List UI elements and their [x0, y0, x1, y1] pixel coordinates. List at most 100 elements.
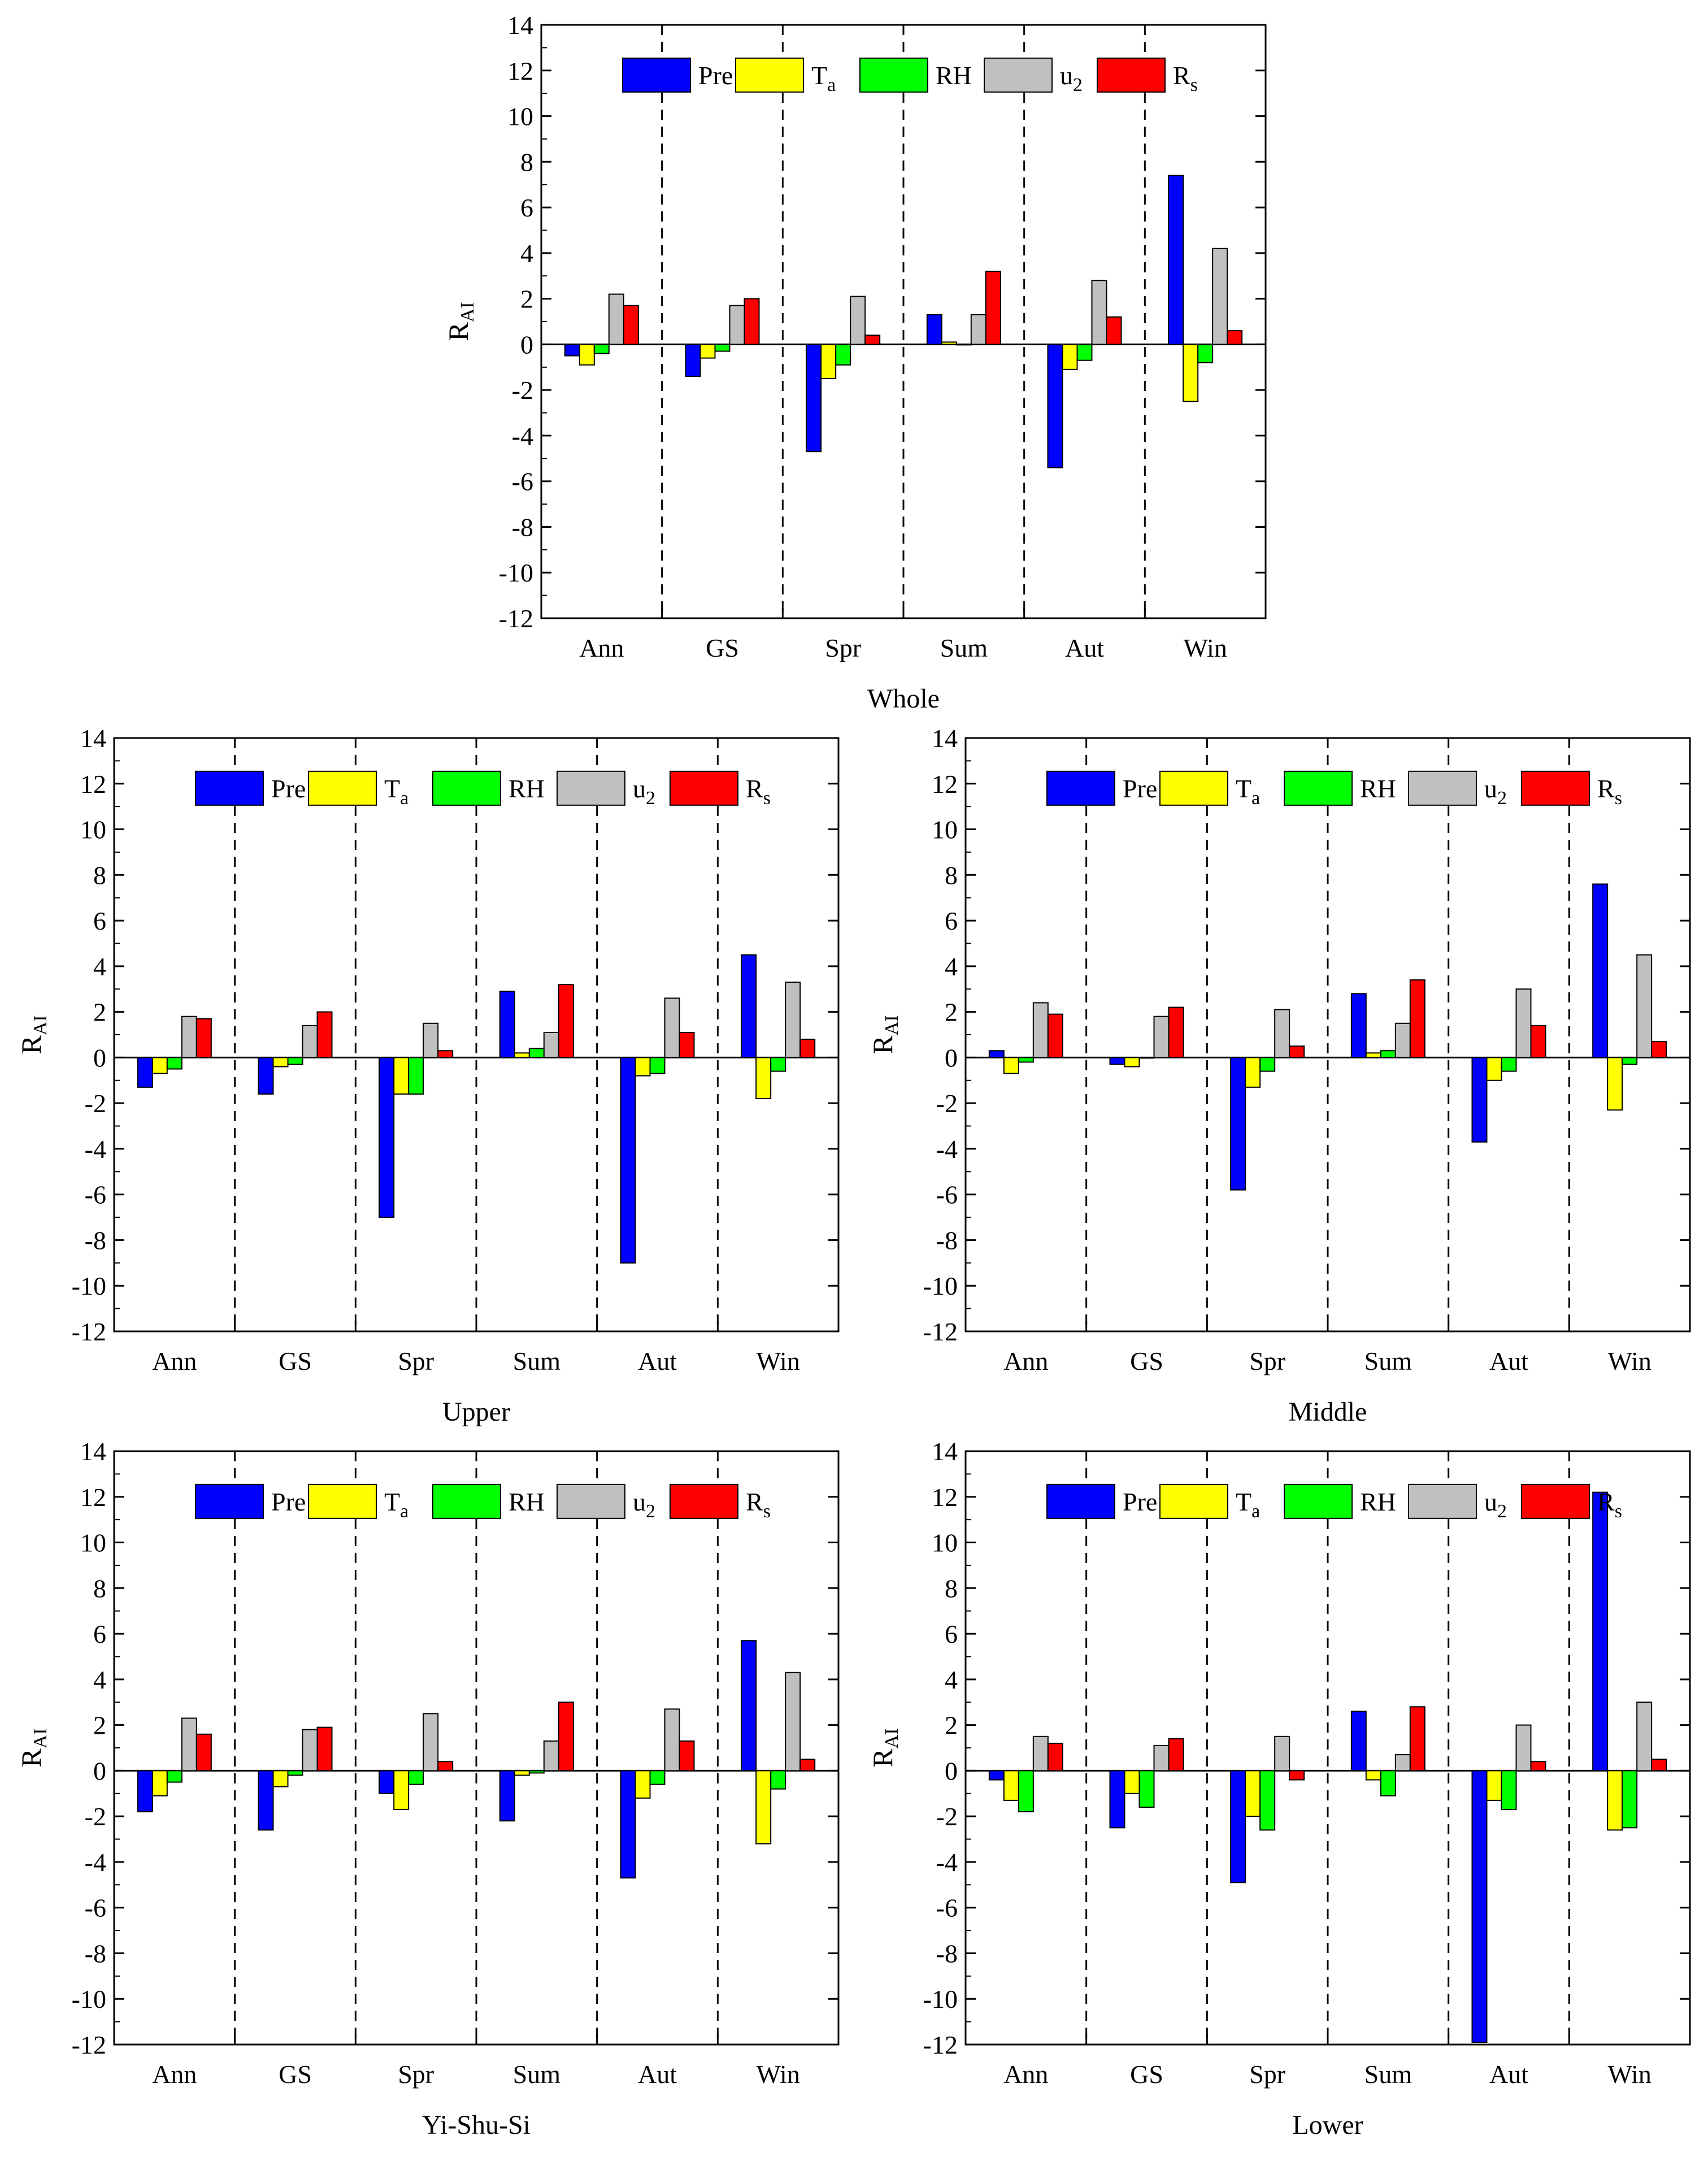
bar-u2-Spr: [423, 1022, 439, 1058]
bar-Rs-GS: [316, 1011, 333, 1058]
legend-label-Pre: Pre: [698, 61, 733, 90]
bar-Rs-Spr: [437, 1761, 454, 1772]
y-tick-label: 0: [945, 1043, 958, 1072]
bar-Rs-Sum: [985, 271, 1001, 345]
y-tick-label: -4: [85, 1848, 106, 1877]
bar-Pre-Sum: [499, 991, 515, 1058]
bar-Ta-Spr: [1245, 1770, 1261, 1817]
y-tick-label: -6: [936, 1894, 958, 1922]
bar-Rs-Spr: [1289, 1770, 1305, 1781]
legend-swatch-u2: [1408, 1483, 1477, 1519]
legend-label-main: u: [1484, 774, 1497, 803]
bar-u2-Sum: [970, 314, 986, 345]
y-tick-label: 6: [945, 1620, 958, 1648]
bar-RH-Spr: [408, 1770, 424, 1785]
y-tick-label: 14: [507, 11, 533, 40]
bar-RH-Sum: [528, 1770, 545, 1774]
category-label-Aut: Aut: [1489, 2060, 1528, 2089]
bar-Rs-Aut: [679, 1740, 695, 1772]
legend-label-sub: 2: [1073, 75, 1083, 96]
legend-label-main: T: [384, 1487, 400, 1516]
legend-swatch-Ta: [735, 57, 804, 93]
y-tick-label: -4: [85, 1135, 106, 1164]
bar-Pre-Win: [1592, 883, 1609, 1058]
y-axis-label-sub: AI: [30, 1015, 51, 1035]
y-tick-label: -6: [85, 1181, 106, 1209]
legend-label-main: RH: [509, 774, 545, 803]
y-tick-label: 8: [945, 861, 958, 889]
bar-Pre-Spr: [1230, 1770, 1246, 1883]
y-tick-label: 10: [80, 815, 106, 844]
bar-u2-Spr: [423, 1713, 439, 1772]
legend-swatch-RH: [1284, 1483, 1353, 1519]
legend-label-sub: s: [763, 788, 771, 809]
category-label-Win: Win: [1183, 633, 1227, 662]
y-tick-label: -2: [512, 376, 533, 405]
y-tick-label: -12: [923, 1317, 958, 1346]
legend-label-Ta: Ta: [1236, 774, 1260, 809]
legend: Pre Ta RH u2 Rs: [195, 1483, 771, 1522]
y-tick-label: -8: [85, 1226, 106, 1255]
legend: Pre Ta RH u2 Rs: [1046, 1483, 1622, 1522]
legend-swatch-Pre: [195, 1483, 264, 1519]
bar-RH-Ann: [166, 1057, 182, 1070]
legend-label-main: RH: [936, 61, 972, 90]
legend-swatch-Rs: [1097, 57, 1166, 93]
legend-label-main: T: [384, 774, 400, 803]
y-tick-label: -10: [923, 1271, 958, 1300]
legend-label-u2: u2: [1060, 61, 1083, 96]
bar-Rs-Ann: [1047, 1742, 1063, 1772]
bar-u2-Spr: [1274, 1009, 1290, 1058]
bar-Ta-Ann: [151, 1770, 168, 1796]
bar-Rs-Ann: [195, 1733, 212, 1772]
y-tick-label: 6: [93, 906, 106, 935]
y-axis-label: RAI: [867, 1728, 902, 1767]
y-tick-label: -2: [936, 1089, 958, 1118]
bar-Pre-Aut: [620, 1770, 636, 1879]
bar-Pre-Ann: [564, 344, 580, 357]
bar-Ta-Sum: [1365, 1052, 1381, 1058]
y-tick-label: 0: [93, 1043, 106, 1072]
bar-RH-Win: [1622, 1770, 1638, 1829]
bar-Ta-GS: [272, 1770, 289, 1787]
y-tick-label: 4: [945, 952, 958, 981]
bar-Rs-Aut: [1530, 1761, 1546, 1772]
panel-lower: 14 12 10 8 6 4 2 0 -2 -4 -6 -8 -10 -12 Ann GS Spr Sum Aut W…: [867, 1437, 1691, 2140]
bar-Rs-Ann: [1047, 1013, 1063, 1058]
legend-label-main: R: [1173, 61, 1190, 90]
y-tick-label: -4: [512, 422, 533, 450]
y-tick-label: -2: [85, 1089, 106, 1118]
legend-label-main: R: [746, 1487, 763, 1516]
category-label-GS: GS: [279, 1347, 312, 1375]
bar-u2-Win: [785, 982, 801, 1058]
y-tick-label: 8: [520, 147, 533, 176]
bar-Ta-Win: [755, 1770, 772, 1844]
bar-u2-Ann: [181, 1717, 197, 1772]
legend-label-Pre: Pre: [271, 774, 306, 803]
bar-Pre-Aut: [1047, 344, 1063, 468]
panel-title: Lower: [1292, 2110, 1363, 2140]
y-tick-label: -6: [936, 1181, 958, 1209]
category-label-Sum: Sum: [1364, 2060, 1413, 2089]
legend-label-main: RH: [509, 1487, 545, 1516]
category-label-Aut: Aut: [1065, 633, 1104, 662]
y-tick-label: -8: [512, 513, 533, 541]
y-axis-label: RAI: [15, 1728, 51, 1767]
legend-swatch-u2: [984, 57, 1053, 93]
legend-swatch-u2: [557, 770, 625, 806]
legend-label-sub: 2: [646, 788, 655, 809]
bar-RH-Aut: [1076, 344, 1093, 361]
legend-label-main: T: [811, 61, 827, 90]
legend-label-Rs: Rs: [746, 1487, 771, 1522]
legend-label-main: u: [1484, 1487, 1497, 1516]
y-tick-label: -10: [72, 1271, 106, 1300]
y-tick-label: -12: [499, 604, 533, 633]
legend-swatch-u2: [1408, 770, 1477, 806]
bar-Rs-Win: [1227, 330, 1243, 345]
y-tick-label: -4: [936, 1848, 958, 1877]
bar-RH-Ann: [1018, 1770, 1034, 1813]
category-label-Ann: Ann: [1003, 2060, 1048, 2089]
bar-Pre-Sum: [1350, 1711, 1367, 1772]
legend-label-u2: u2: [633, 1487, 655, 1522]
